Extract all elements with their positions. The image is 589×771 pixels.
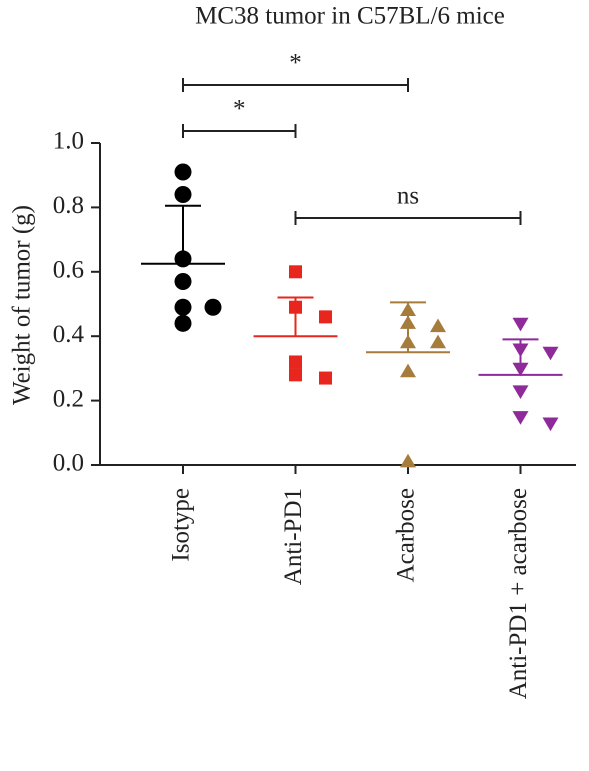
point xyxy=(400,315,416,329)
point xyxy=(289,355,302,369)
x-tick-label: Isotype xyxy=(168,488,195,562)
point xyxy=(542,346,559,361)
point xyxy=(204,298,222,316)
point xyxy=(512,343,529,358)
point xyxy=(400,363,416,378)
point xyxy=(430,318,446,333)
x-tick-label: Anti-PD1 xyxy=(280,488,307,585)
point xyxy=(174,163,192,181)
y-tick-label: 0.8 xyxy=(53,192,84,219)
point xyxy=(319,310,332,324)
point xyxy=(174,298,192,316)
point xyxy=(289,265,302,279)
point xyxy=(512,385,529,399)
point xyxy=(400,334,416,349)
point xyxy=(319,371,332,385)
point xyxy=(512,411,529,425)
y-axis-label: Weight of tumor (g) xyxy=(9,205,36,405)
x-tick-label: Acarbose xyxy=(393,488,420,582)
point xyxy=(174,250,192,268)
point xyxy=(512,317,529,332)
significance-label: ns xyxy=(397,183,419,210)
y-tick-label: 1.0 xyxy=(53,128,84,155)
point xyxy=(174,314,192,332)
chart-title: MC38 tumor in C57BL/6 mice xyxy=(195,3,505,30)
point xyxy=(289,300,302,314)
point xyxy=(174,186,192,204)
y-tick-label: 0.2 xyxy=(53,385,84,412)
point xyxy=(512,362,529,377)
y-tick-label: 0.6 xyxy=(53,257,84,284)
x-tick-label: Anti-PD1 + acarbose xyxy=(505,488,532,699)
y-tick-label: 0.0 xyxy=(53,450,84,477)
y-tick-label: 0.4 xyxy=(53,321,85,348)
point xyxy=(430,334,446,349)
point xyxy=(174,272,192,290)
significance-label: * xyxy=(233,96,246,123)
significance-label: * xyxy=(289,50,302,77)
point xyxy=(289,368,302,382)
point xyxy=(400,302,416,317)
point xyxy=(400,453,416,468)
point xyxy=(542,417,559,432)
